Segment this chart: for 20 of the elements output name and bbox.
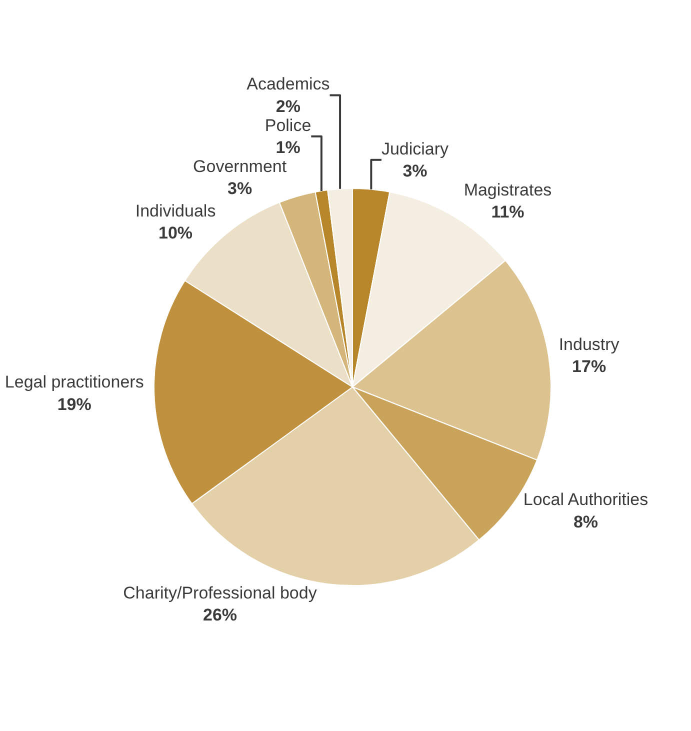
slice-label: Individuals (135, 201, 216, 220)
data-label: 11% (491, 202, 524, 222)
data-label: 1% (276, 138, 300, 157)
data-label: 3% (402, 161, 428, 180)
slice-label: Industry (558, 334, 620, 354)
slice-label: Academics (246, 74, 330, 94)
slice-label: Government (193, 156, 287, 176)
slice-label: Local Authorities (523, 490, 648, 510)
data-label: 19% (57, 394, 92, 414)
data-label: 8% (573, 512, 598, 532)
data-label: 3% (228, 178, 252, 198)
slice-label: Police (264, 116, 312, 135)
data-label: 17% (572, 356, 606, 376)
data-label: 26% (202, 606, 238, 625)
slice-label: Magistrates (464, 180, 552, 200)
data-label: 10% (158, 223, 193, 242)
data-label: 2% (276, 96, 300, 116)
slice-label: Charity/Professional body (123, 584, 318, 603)
slice-label: Legal practitioners (4, 372, 144, 392)
slice-label: Judiciary (381, 139, 450, 158)
